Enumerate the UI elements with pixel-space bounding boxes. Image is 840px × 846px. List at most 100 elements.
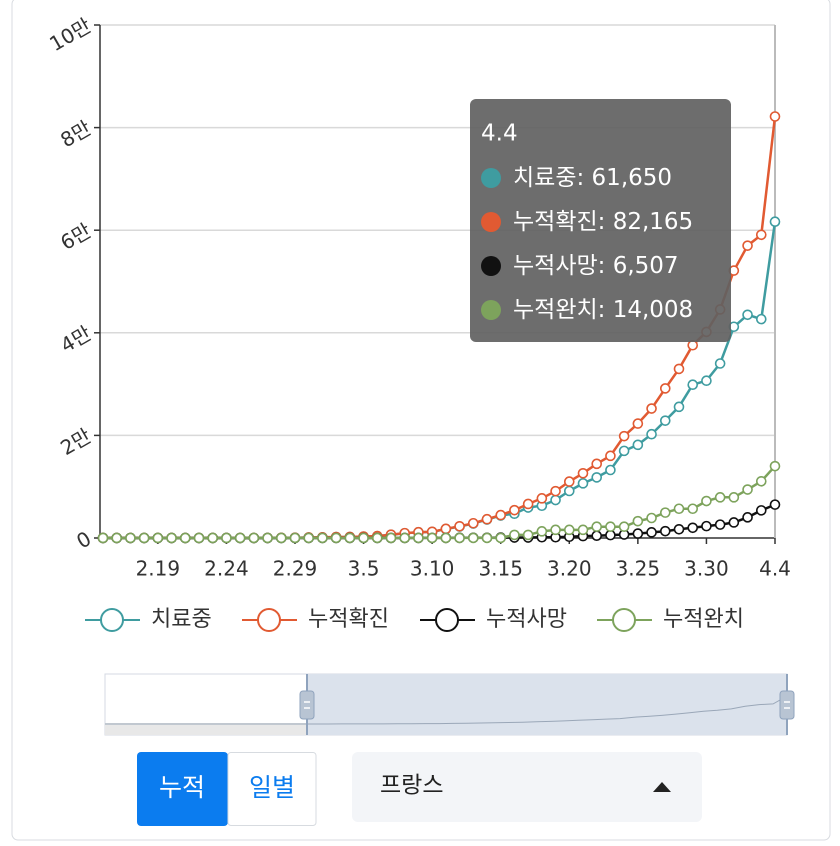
data-point xyxy=(742,512,753,523)
tooltip-separator: : xyxy=(598,253,613,279)
tooltip-dot xyxy=(481,212,501,232)
legend-marker xyxy=(100,608,124,632)
data-point xyxy=(221,532,232,544)
tooltip-value: 6,507 xyxy=(613,253,679,279)
data-point xyxy=(591,521,603,533)
data-point xyxy=(687,503,699,515)
data-point xyxy=(111,532,123,544)
tooltip-value: 14,008 xyxy=(613,297,693,323)
data-point xyxy=(618,521,630,533)
data-point xyxy=(440,523,452,535)
data-point xyxy=(577,478,589,489)
data-point xyxy=(344,532,356,544)
tooltip-separator: : xyxy=(598,209,613,235)
select-arrow xyxy=(653,782,671,792)
x-tick-label: 2.24 xyxy=(204,557,249,581)
data-point xyxy=(714,358,726,369)
data-point xyxy=(687,379,699,391)
data-point xyxy=(646,403,657,414)
data-point xyxy=(659,525,671,537)
data-point xyxy=(755,313,767,325)
tooltip-row: 치료중: 61,650 xyxy=(513,165,672,191)
x-tick-label: 2.19 xyxy=(136,557,181,581)
legend: 치료중 누적확진 누적사망 누적완치 xyxy=(85,607,744,632)
data-point xyxy=(550,485,561,497)
data-point xyxy=(550,494,561,506)
data-point xyxy=(179,532,191,544)
data-point xyxy=(769,111,781,122)
data-point xyxy=(673,503,685,515)
tooltip-series-name: 누적확진 xyxy=(513,209,598,235)
tooltip-series-name: 누적사망 xyxy=(513,253,598,279)
button-label: 일별 xyxy=(249,773,295,802)
button-daily[interactable] xyxy=(227,752,317,826)
data-point xyxy=(563,524,575,536)
tooltip-box xyxy=(470,99,731,342)
x-tick-label: 3.20 xyxy=(547,557,592,581)
slider-selection xyxy=(307,674,787,735)
data-point xyxy=(591,530,603,541)
button-label: 누적 xyxy=(159,773,205,802)
data-point xyxy=(646,512,657,524)
tooltip-series-name: 치료중 xyxy=(513,165,576,191)
data-point xyxy=(385,532,397,544)
data-point xyxy=(454,520,465,532)
tooltip-separator: : xyxy=(576,165,591,191)
data-point xyxy=(289,532,301,544)
data-point xyxy=(152,532,164,544)
data-point xyxy=(481,513,493,525)
data-point xyxy=(413,532,424,544)
country-select[interactable]: 프랑스 xyxy=(352,752,702,822)
data-point xyxy=(509,529,520,541)
data-point xyxy=(358,532,369,544)
button-cumulative[interactable] xyxy=(137,752,228,826)
data-point xyxy=(742,484,753,495)
data-point xyxy=(454,532,465,544)
tooltip-dot xyxy=(481,168,501,188)
data-point xyxy=(536,493,548,504)
data-point xyxy=(262,532,273,544)
slider-unselected-base xyxy=(105,723,307,735)
data-point xyxy=(714,492,726,503)
data-point xyxy=(577,524,589,536)
tooltip-value: 82,165 xyxy=(613,209,693,235)
tooltip-title: 4.4 xyxy=(481,121,518,147)
data-point xyxy=(97,532,109,544)
legend-label: 치료중 xyxy=(151,607,212,632)
data-point xyxy=(755,505,767,516)
legend-marker xyxy=(435,608,459,632)
data-point xyxy=(659,383,671,394)
slider-handle[interactable] xyxy=(779,690,795,720)
data-point xyxy=(495,532,507,544)
data-point xyxy=(605,521,616,533)
data-point xyxy=(673,523,685,535)
data-point xyxy=(701,375,712,387)
data-point xyxy=(632,515,644,527)
data-point xyxy=(591,472,603,483)
data-point xyxy=(467,517,479,529)
x-tick-label: 3.15 xyxy=(478,557,523,581)
data-point xyxy=(536,526,548,537)
data-point xyxy=(673,401,685,413)
data-point xyxy=(714,519,726,530)
data-point xyxy=(303,532,315,544)
data-point xyxy=(138,532,150,544)
data-point xyxy=(618,445,630,457)
data-point xyxy=(742,309,753,321)
slider-handle[interactable] xyxy=(299,690,315,720)
x-tick-label: 4.4 xyxy=(759,557,791,581)
data-point xyxy=(728,492,740,503)
data-point xyxy=(509,504,520,516)
data-point xyxy=(481,532,493,544)
range-slider[interactable] xyxy=(104,673,795,736)
select-box[interactable] xyxy=(352,752,702,822)
data-point xyxy=(275,532,287,544)
x-tick-label: 3.5 xyxy=(348,557,380,581)
data-point xyxy=(687,522,699,534)
data-point xyxy=(591,458,603,470)
x-tick-label: 3.25 xyxy=(616,557,661,581)
select-value: 프랑스 xyxy=(380,773,443,799)
data-point xyxy=(577,468,589,479)
data-point xyxy=(371,532,383,544)
